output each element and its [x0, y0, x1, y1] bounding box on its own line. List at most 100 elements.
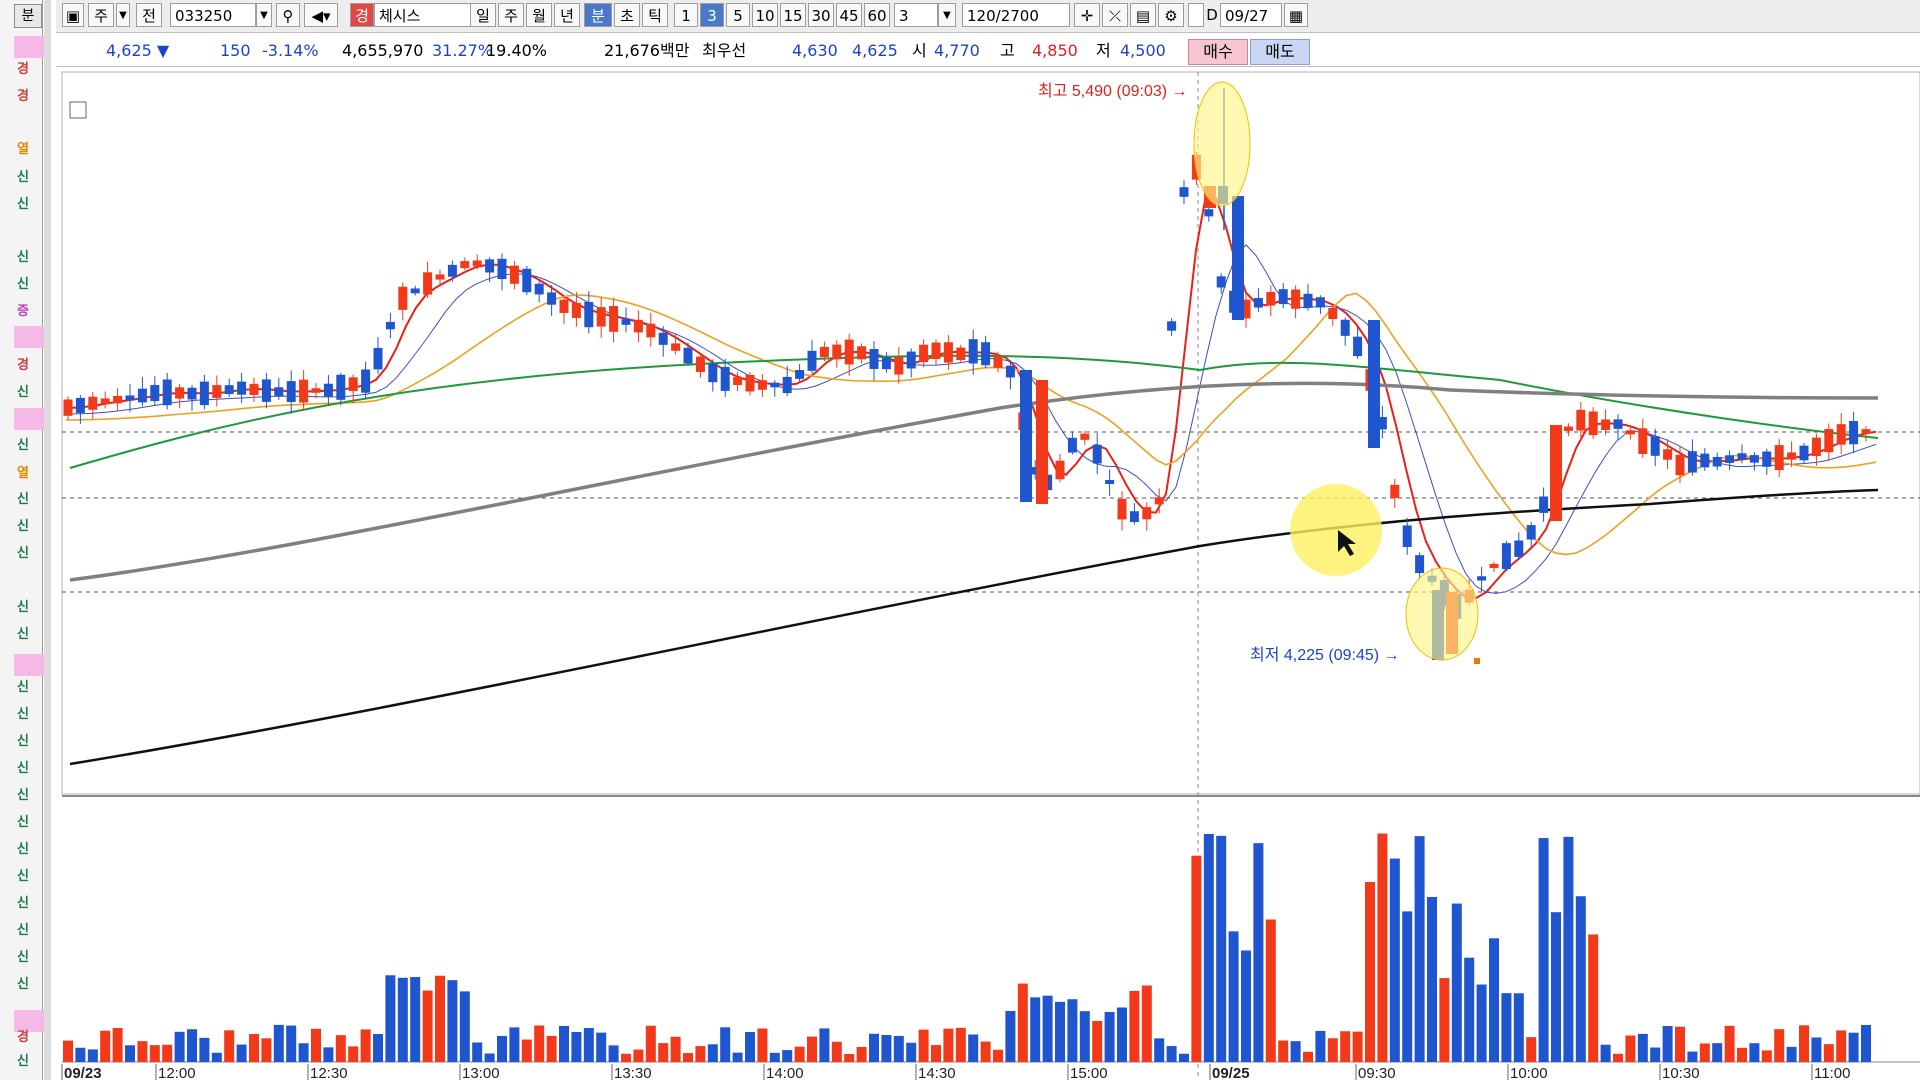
candle — [1762, 451, 1772, 467]
trend-icon[interactable]: ⤫ — [1102, 3, 1128, 27]
signal-item[interactable]: 신 — [17, 277, 29, 292]
period-selector[interactable]: 주 — [88, 3, 114, 27]
tab-day[interactable]: 일 — [470, 3, 496, 27]
signal-item[interactable]: 신 — [17, 197, 29, 212]
signal-item[interactable]: 신 — [17, 546, 29, 561]
sell-button[interactable]: 매도 — [1250, 39, 1310, 65]
candle — [1154, 497, 1164, 505]
search-icon[interactable]: ⚲ — [276, 3, 300, 27]
calendar-icon[interactable]: ▦ — [1284, 3, 1308, 27]
volume-bar — [1637, 1033, 1648, 1062]
prev-button[interactable]: 전 — [136, 3, 162, 27]
volume-bar — [1501, 993, 1512, 1062]
interval-button[interactable]: 5 — [726, 3, 750, 27]
stock-code-input[interactable]: 033250 — [170, 3, 256, 27]
tab-week[interactable]: 주 — [498, 3, 524, 27]
signal-item[interactable]: 신 — [17, 438, 29, 453]
tab-minute[interactable]: 분 — [584, 3, 612, 27]
signal-item[interactable]: 신 — [17, 788, 29, 803]
signal-item[interactable]: 신 — [17, 950, 29, 965]
date-checkbox[interactable] — [1188, 3, 1204, 27]
signal-item[interactable]: 신 — [17, 680, 29, 695]
signal-item[interactable]: 신 — [17, 815, 29, 830]
candle — [671, 343, 681, 351]
signal-item[interactable]: 신 — [17, 250, 29, 265]
signal-item[interactable]: 신 — [17, 896, 29, 911]
signal-item[interactable]: 열 — [17, 466, 29, 481]
volume-bar — [1699, 1043, 1710, 1062]
signal-item[interactable]: 신 — [17, 707, 29, 722]
volume-bar — [1451, 903, 1462, 1062]
signal-item[interactable]: 신 — [17, 385, 29, 400]
volume-bar — [769, 1052, 780, 1062]
quote-info-row: 4,625 ▼ 150 -3.14% 4,655,970 31.27% 19.4… — [56, 36, 1920, 67]
signal-item[interactable]: 신 — [17, 519, 29, 534]
signal-item[interactable]: 열 — [17, 142, 29, 157]
signal-item[interactable]: 신 — [17, 869, 29, 884]
stock-name-field[interactable]: 체시스 — [374, 3, 488, 27]
vertical-scrollbar[interactable] — [44, 0, 51, 1080]
volume-bar — [1079, 1011, 1090, 1062]
volume-bar — [1278, 1040, 1289, 1062]
chart-toolbar: ▣ 주 ▼ 전 033250 ▼ ⚲ ◀▾ 경 체시스 일 주 월 년 분 초 … — [56, 0, 1920, 33]
signal-item[interactable]: 신 — [17, 977, 29, 992]
layout-icon[interactable]: ▣ — [62, 3, 84, 27]
interval-button[interactable]: 10 — [752, 3, 778, 27]
chevron-down-icon[interactable]: ▼ — [116, 3, 130, 27]
interval-input[interactable]: 3 — [894, 3, 938, 27]
gear-icon[interactable]: ⚙ — [1158, 3, 1184, 27]
candle — [311, 388, 321, 393]
interval-button[interactable]: 45 — [836, 3, 862, 27]
candle — [75, 397, 85, 414]
signal-item[interactable]: 경 — [17, 1030, 29, 1045]
signal-item[interactable]: 신 — [17, 627, 29, 642]
interval-button[interactable]: 15 — [780, 3, 806, 27]
volume-bar — [980, 1041, 991, 1062]
signal-item[interactable]: 신 — [17, 600, 29, 615]
trade-amount: 21,676백만 — [604, 41, 690, 60]
signal-item[interactable]: 경 — [17, 62, 29, 77]
volume-bar — [1067, 999, 1078, 1062]
interval-button[interactable]: 3 — [700, 3, 724, 27]
volume-bar — [112, 1027, 123, 1062]
volume-bar — [807, 1036, 817, 1062]
count-value: 120 — [967, 7, 996, 25]
date-input[interactable]: 09/27 — [1220, 3, 1282, 27]
volume-bar — [1005, 1010, 1016, 1062]
signal-item[interactable]: 신 — [17, 761, 29, 776]
candle — [1749, 455, 1759, 463]
tab-year[interactable]: 년 — [554, 3, 580, 27]
crosshair-icon[interactable]: ✛ — [1074, 3, 1100, 27]
marker — [1474, 658, 1480, 664]
chevron-down-icon[interactable]: ▼ — [938, 3, 956, 27]
interval-button[interactable]: 60 — [864, 3, 890, 27]
buy-button[interactable]: 매수 — [1188, 39, 1248, 65]
count-input[interactable]: 120/2700 — [962, 3, 1070, 27]
signal-item[interactable]: 신 — [17, 734, 29, 749]
candle — [497, 258, 507, 280]
volume-bar — [75, 1047, 86, 1062]
signal-item[interactable]: 신 — [17, 170, 29, 185]
candle — [261, 379, 271, 402]
interval-button[interactable]: 1 — [674, 3, 698, 27]
tab-tick[interactable]: 틱 — [642, 3, 668, 27]
tab-second[interactable]: 초 — [614, 3, 640, 27]
speaker-icon[interactable]: ◀▾ — [304, 3, 338, 27]
signal-item[interactable]: 증 — [17, 304, 29, 319]
signal-item[interactable]: 신 — [17, 1054, 29, 1069]
candle — [857, 346, 867, 360]
save-icon[interactable]: ▤ — [1130, 3, 1156, 27]
volume-bar — [695, 1046, 706, 1062]
candle — [224, 385, 234, 395]
signal-item[interactable]: 신 — [17, 842, 29, 857]
interval-button[interactable]: 30 — [808, 3, 834, 27]
signal-item[interactable]: 경 — [17, 358, 29, 373]
rail-tab-minute[interactable]: 분 — [14, 4, 42, 28]
chevron-down-icon[interactable]: ▼ — [256, 3, 272, 27]
signal-item[interactable]: 경 — [17, 89, 29, 104]
signal-item[interactable]: 신 — [17, 923, 29, 938]
volume-bar — [856, 1047, 867, 1062]
signal-item[interactable]: 신 — [17, 492, 29, 507]
tab-month[interactable]: 월 — [526, 3, 552, 27]
